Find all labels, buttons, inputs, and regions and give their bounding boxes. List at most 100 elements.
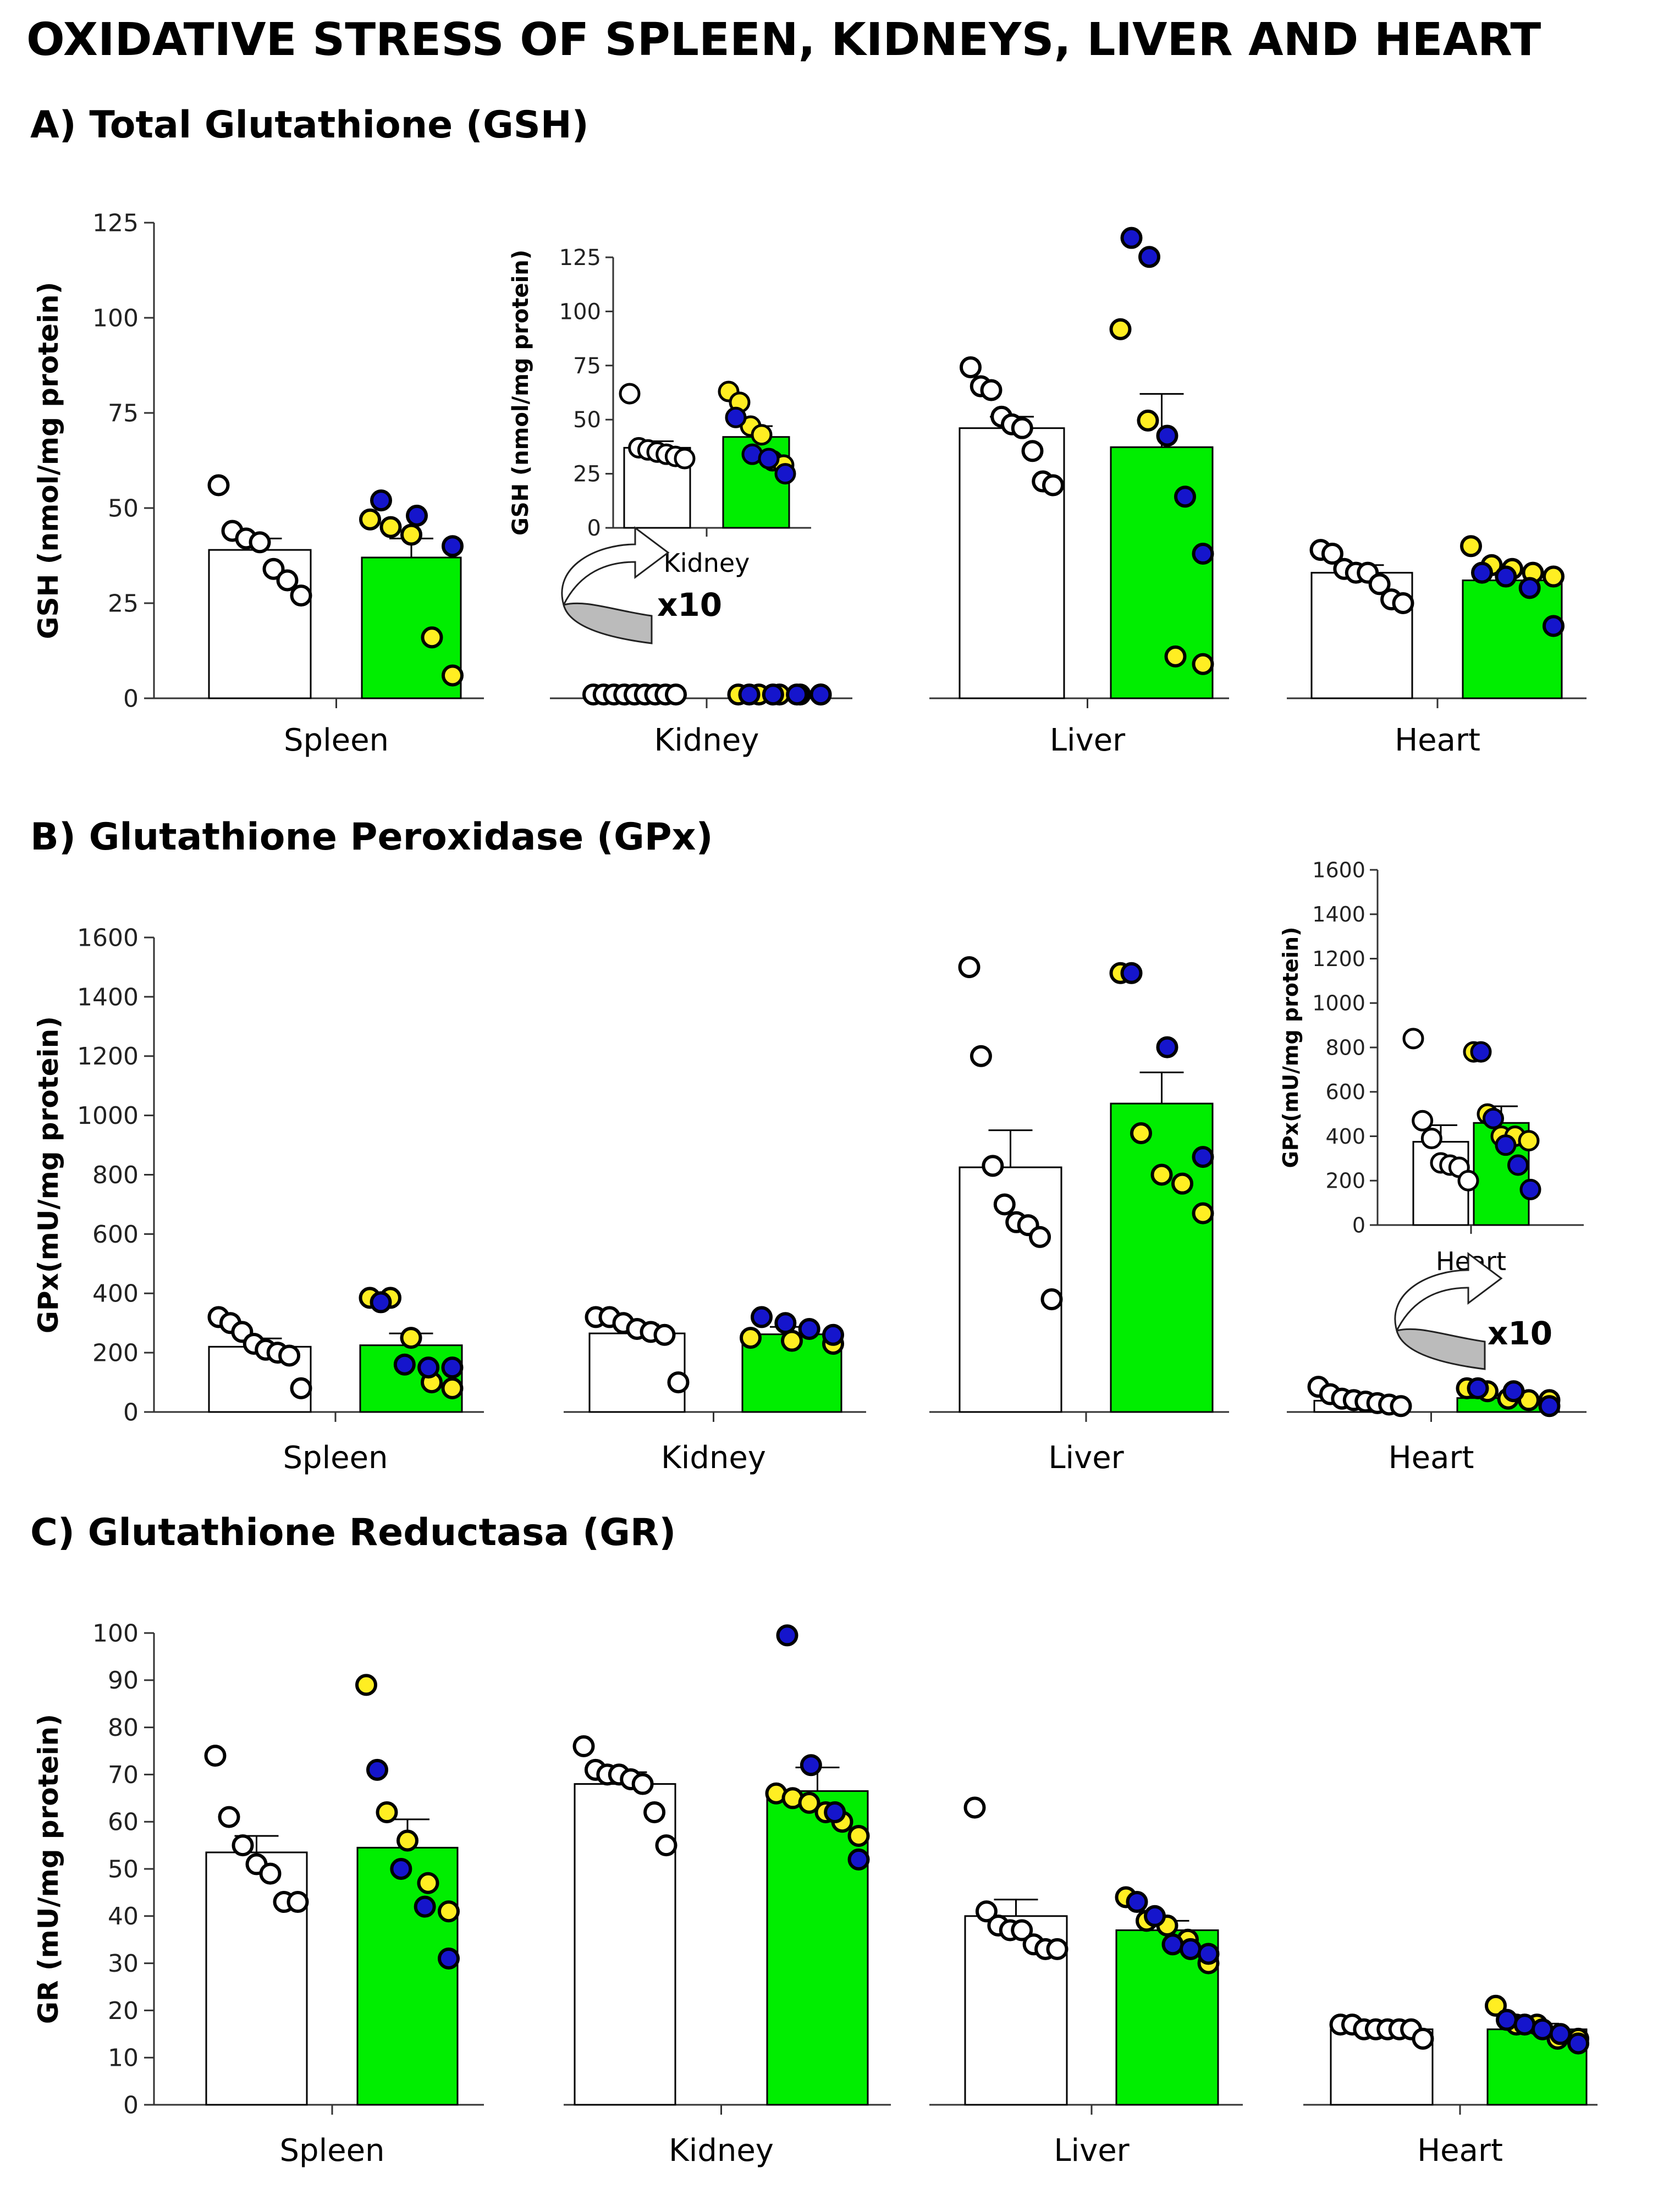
treated-point-blue	[1144, 1905, 1166, 1927]
treated-point-blue	[442, 535, 464, 558]
panel-a-title: A) Total Glutathione (GSH)	[30, 103, 589, 147]
category-label: Spleen	[279, 2133, 384, 2169]
treated-point-yellow	[438, 1900, 460, 1923]
control-point	[975, 1900, 998, 1923]
inset-treated-point-blue	[1495, 1134, 1517, 1156]
inset-y-tick-label: 400	[1325, 1124, 1365, 1149]
control-point	[249, 531, 271, 554]
control-bar	[964, 1915, 1068, 2106]
treated-point-blue	[1156, 1036, 1178, 1058]
control-bar	[205, 1851, 308, 2106]
y-tick-label: 30	[108, 1950, 139, 1978]
y-tick-label: 400	[92, 1280, 139, 1308]
control-point	[1021, 440, 1044, 462]
treated-point-blue	[1161, 1933, 1184, 1956]
inset-y-tick-label: 25	[573, 462, 601, 487]
category-label: Kidney	[661, 1440, 766, 1476]
control-point	[1390, 1395, 1412, 1417]
control-point	[259, 1862, 282, 1885]
treated-point-yellow	[400, 523, 422, 546]
treated-point-blue	[1496, 2009, 1518, 2031]
control-point	[631, 1773, 654, 1795]
control-point	[982, 1155, 1004, 1177]
y-tick-label: 125	[92, 209, 139, 237]
treated-point-yellow	[1192, 653, 1214, 675]
treated-point-yellow	[798, 1791, 820, 1814]
inset-y-tick-label: 1200	[1312, 947, 1365, 971]
group-liver: Liver	[929, 1796, 1243, 2169]
control-point	[653, 1323, 676, 1346]
y-tick-label: 800	[92, 1161, 139, 1189]
y-axis-label: GSH (nmol/mg protein)	[32, 282, 64, 639]
treated-point-blue	[390, 1858, 412, 1880]
treated-point-blue	[1138, 246, 1160, 268]
treated-point-yellow	[1543, 565, 1565, 588]
group-liver: Liver	[929, 227, 1229, 758]
control-point	[667, 1371, 690, 1394]
treated-point-yellow	[359, 508, 381, 531]
treated-point-yellow	[442, 664, 464, 687]
control-point	[1040, 1288, 1063, 1311]
y-tick-label: 100	[92, 304, 139, 332]
y-tick-label: 20	[108, 1997, 139, 2025]
treated-point-blue	[370, 489, 392, 512]
y-tick-label: 100	[92, 1619, 139, 1647]
y-tick-label: 1600	[77, 924, 139, 952]
treated-point-yellow	[1109, 318, 1132, 340]
treated-point-blue	[1197, 1943, 1220, 1965]
inset-control-point	[1402, 1028, 1424, 1050]
zoom-factor-label: x10	[657, 586, 722, 624]
y-tick-label: 60	[108, 1808, 139, 1836]
treated-point-blue	[1180, 1938, 1202, 1960]
control-point	[207, 474, 230, 497]
control-point	[1321, 543, 1343, 565]
y-axis-label: GPx(mU/mg protein)	[32, 1016, 64, 1333]
zoom-factor-label: x10	[1488, 1315, 1552, 1352]
y-tick-label: 1000	[77, 1102, 139, 1130]
category-label: Kidney	[669, 2133, 774, 2169]
y-tick-label: 70	[108, 1761, 139, 1789]
treated-point-blue	[393, 1353, 416, 1376]
y-tick-label: 1200	[77, 1042, 139, 1071]
treated-point-blue	[800, 1754, 822, 1777]
inset-control-point	[1420, 1128, 1442, 1150]
control-bar	[208, 549, 312, 699]
inset-treated-point-blue	[1470, 1041, 1492, 1063]
category-label: Liver	[1050, 722, 1126, 758]
group-spleen: Spleen	[154, 1674, 484, 2169]
zoom-arrow-tail-icon	[1396, 1328, 1486, 1370]
category-label: Kidney	[654, 722, 759, 758]
y-tick-label: 50	[108, 494, 139, 522]
treated-point-blue	[847, 1848, 870, 1871]
control-point	[643, 1801, 666, 1824]
inset-y-tick-label: 75	[573, 354, 601, 379]
treated-point-blue	[1495, 565, 1517, 588]
category-label: Liver	[1048, 1440, 1124, 1476]
treated-point-yellow	[1460, 535, 1482, 558]
treated-point-blue	[774, 1312, 797, 1334]
zoom-arrow-tail-icon	[563, 602, 653, 644]
inset-y-tick-label: 1600	[1312, 858, 1365, 882]
treated-point-blue	[1126, 1891, 1148, 1913]
treated-point-blue	[1471, 561, 1493, 584]
treated-point-yellow	[1171, 1172, 1193, 1195]
zoom-arrow-head-icon	[1394, 1252, 1503, 1333]
inset-treated-point-yellow	[1518, 1130, 1540, 1152]
treated-bar	[356, 1846, 459, 2106]
y-tick-label: 1400	[77, 983, 139, 1011]
control-point	[1392, 592, 1414, 614]
treated-point-blue	[1502, 1380, 1525, 1403]
group-kidney: Kidney	[550, 683, 852, 758]
control-point	[1029, 1226, 1051, 1248]
inset-treated-point-blue	[1507, 1154, 1529, 1176]
treated-point-yellow	[1130, 1122, 1152, 1144]
control-point	[1412, 2027, 1434, 2050]
treated-point-blue	[762, 683, 784, 706]
treated-point-blue	[786, 683, 808, 706]
control-point	[290, 584, 312, 607]
treated-point-blue	[366, 1758, 388, 1781]
treated-point-blue	[809, 683, 832, 706]
control-bar	[959, 427, 1065, 699]
treated-point-blue	[1518, 577, 1541, 599]
inset-treated-point-blue	[758, 448, 780, 470]
